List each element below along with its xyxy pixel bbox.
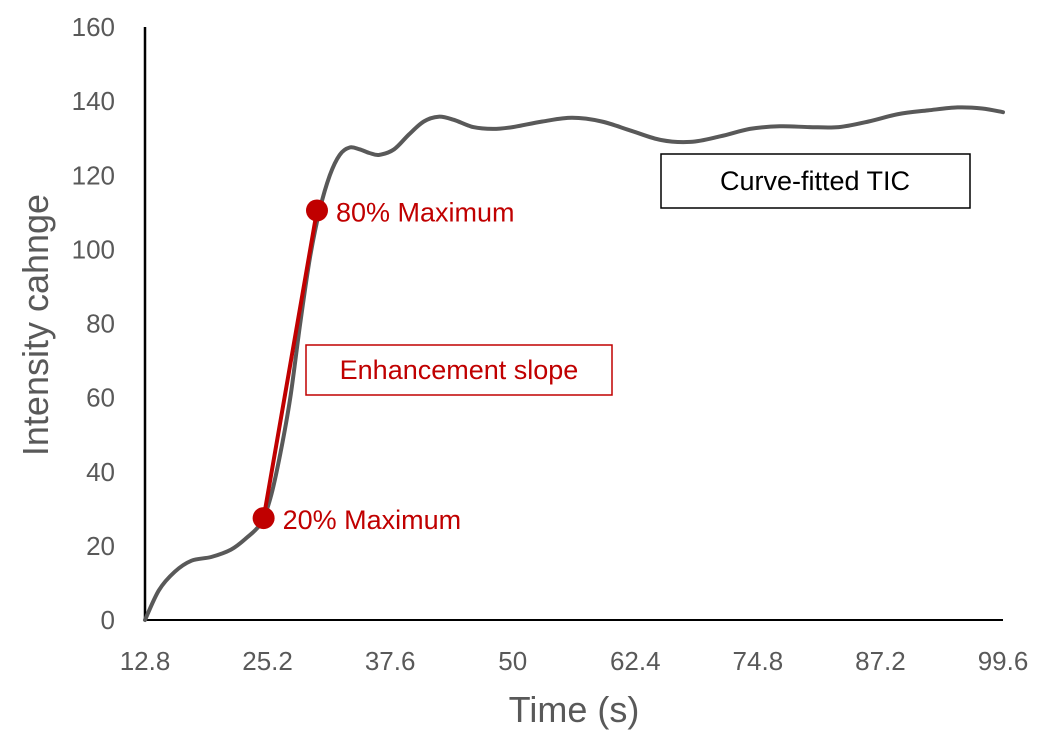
- y-tick-label: 160: [72, 12, 115, 42]
- x-tick-label: 99.6: [978, 646, 1029, 676]
- label-20-percent-maximum: 20% Maximum: [283, 505, 462, 535]
- x-tick-label: 87.2: [855, 646, 906, 676]
- x-tick-label: 74.8: [733, 646, 784, 676]
- point-80-percent-maximum: [305, 199, 328, 222]
- y-tick-label: 120: [72, 160, 115, 190]
- enhancement-slope-box: [305, 344, 613, 396]
- x-axis-ticks: 12.8 25.2 37.6 50 62.4 74.8 87.2 99.6: [120, 646, 1029, 676]
- y-tick-label: 40: [86, 457, 115, 487]
- x-tick-label: 37.6: [365, 646, 416, 676]
- y-tick-label: 20: [86, 531, 115, 561]
- y-tick-label: 100: [72, 234, 115, 264]
- legend-box: [660, 153, 971, 209]
- enhancement-slope-label: Enhancement slope: [340, 355, 579, 385]
- x-tick-label: 50: [498, 646, 527, 676]
- label-80-percent-maximum: 80% Maximum: [336, 197, 515, 227]
- y-axis-title: Intensity cahnge: [15, 194, 56, 456]
- legend-label: Curve-fitted TIC: [720, 166, 910, 196]
- y-tick-label: 0: [101, 605, 115, 635]
- x-tick-label: 62.4: [610, 646, 661, 676]
- x-tick-label: 25.2: [242, 646, 293, 676]
- x-axis-title: Time (s): [509, 689, 640, 730]
- y-tick-label: 140: [72, 86, 115, 116]
- y-axis-ticks: 0 20 40 60 80 100 120 140 160: [72, 12, 115, 635]
- enhancement-slope-line: [261, 208, 319, 521]
- point-20-percent-maximum: [252, 507, 275, 530]
- y-tick-label: 80: [86, 309, 115, 339]
- x-tick-label: 12.8: [120, 646, 171, 676]
- y-tick-label: 60: [86, 383, 115, 413]
